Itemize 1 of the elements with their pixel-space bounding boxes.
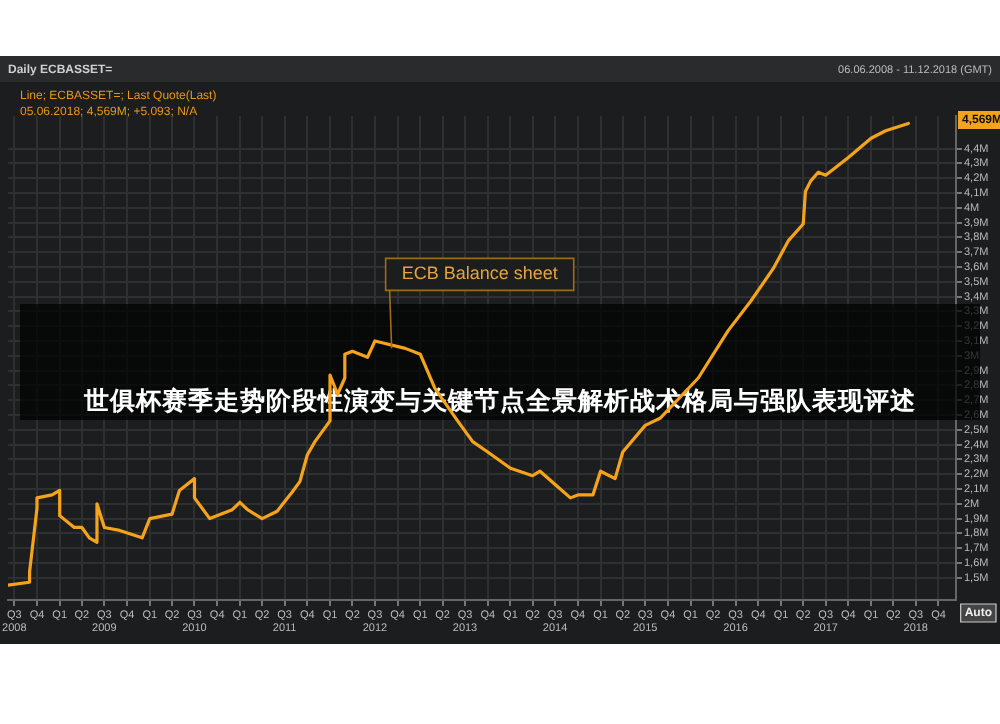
annotation: ECB Balance sheet [401, 263, 559, 284]
